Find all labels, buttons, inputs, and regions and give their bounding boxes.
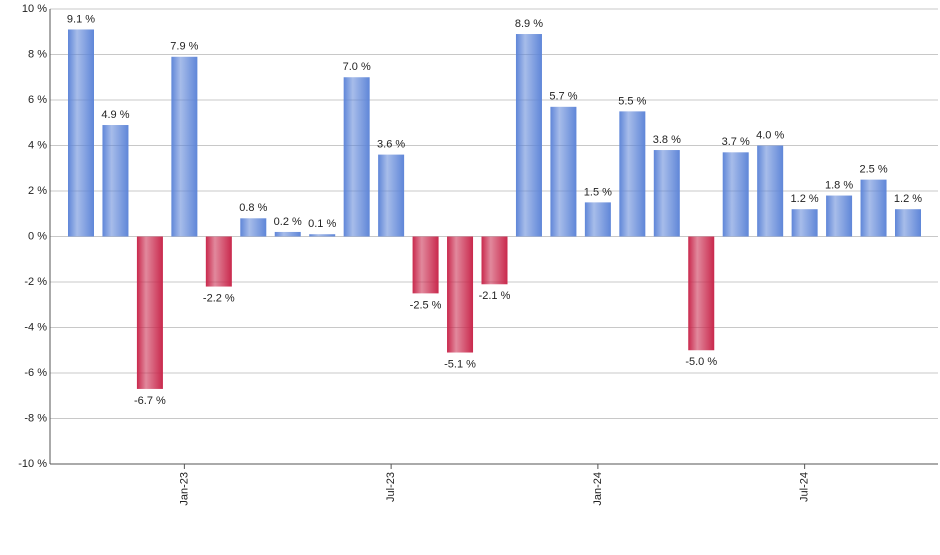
x-tick-label: Jan-23	[178, 472, 190, 506]
value-label: 1.8 %	[825, 179, 853, 191]
y-tick-label: 10 %	[22, 3, 47, 15]
value-label: 5.7 %	[549, 91, 577, 103]
bar	[895, 209, 921, 237]
bar	[171, 56, 198, 237]
value-label: -2.1 %	[479, 290, 511, 302]
value-label: 9.1 %	[67, 13, 95, 25]
bar	[619, 111, 646, 237]
bar	[757, 145, 784, 237]
value-label: 0.1 %	[308, 218, 336, 230]
value-label: 4.9 %	[101, 109, 129, 121]
value-label: -5.0 %	[685, 356, 717, 368]
y-tick-label: -8 %	[24, 412, 47, 424]
value-label: -6.7 %	[134, 395, 166, 407]
bar	[240, 218, 267, 237]
value-label: -2.5 %	[410, 299, 442, 311]
value-label: -2.2 %	[203, 292, 235, 304]
value-label: 3.6 %	[377, 139, 405, 151]
bar	[722, 152, 749, 237]
bar	[860, 179, 887, 237]
bar	[378, 154, 405, 237]
bar	[550, 106, 577, 237]
bar	[515, 34, 542, 237]
bar	[826, 195, 853, 237]
y-tick-label: -10 %	[18, 458, 47, 470]
bar	[653, 150, 680, 237]
bar	[274, 231, 301, 237]
bar	[584, 202, 611, 237]
bar	[309, 234, 336, 237]
value-label: 1.2 %	[791, 193, 819, 205]
y-tick-label: -6 %	[24, 367, 47, 379]
value-label: 1.5 %	[584, 186, 612, 198]
value-label: 0.2 %	[274, 216, 302, 228]
value-label: 3.7 %	[722, 136, 750, 148]
bar	[412, 236, 439, 294]
y-tick-label: 6 %	[28, 94, 47, 106]
y-tick-label: 2 %	[28, 185, 47, 197]
y-tick-label: 4 %	[28, 139, 47, 151]
value-label: 1.2 %	[894, 193, 922, 205]
bar	[68, 29, 94, 237]
y-tick-label: -4 %	[24, 321, 47, 333]
bar	[688, 236, 715, 351]
value-label: 7.0 %	[343, 61, 371, 73]
bar	[102, 125, 129, 237]
value-label: 8.9 %	[515, 18, 543, 30]
y-tick-label: -2 %	[24, 276, 47, 288]
x-tick-label: Jul-23	[385, 472, 397, 502]
bar	[205, 236, 232, 287]
x-tick-label: Jan-24	[592, 472, 604, 506]
value-label: 4.0 %	[756, 129, 784, 141]
x-tick-label: Jul-24	[799, 472, 811, 502]
bar	[481, 236, 508, 285]
bar	[447, 236, 474, 353]
bar	[343, 77, 370, 237]
y-tick-label: 0 %	[28, 230, 47, 242]
value-label: 2.5 %	[859, 164, 887, 176]
value-label: 7.9 %	[170, 41, 198, 53]
value-label: 0.8 %	[239, 202, 267, 214]
bar	[791, 209, 818, 237]
y-tick-label: 8 %	[28, 48, 47, 60]
value-label: 5.5 %	[618, 95, 646, 107]
value-label: -5.1 %	[444, 358, 476, 370]
bar	[136, 236, 163, 389]
value-label: 3.8 %	[653, 134, 681, 146]
